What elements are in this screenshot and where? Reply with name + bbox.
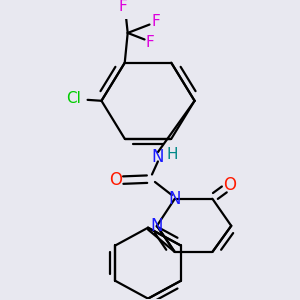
Text: N: N [151, 217, 163, 235]
Text: N: N [152, 148, 164, 166]
Text: N: N [169, 190, 181, 208]
Text: Cl: Cl [66, 92, 81, 106]
Text: O: O [223, 176, 236, 194]
Text: H: H [166, 147, 178, 162]
Text: F: F [151, 14, 160, 29]
Text: F: F [145, 35, 154, 50]
Text: F: F [118, 0, 127, 14]
Text: O: O [109, 171, 122, 189]
